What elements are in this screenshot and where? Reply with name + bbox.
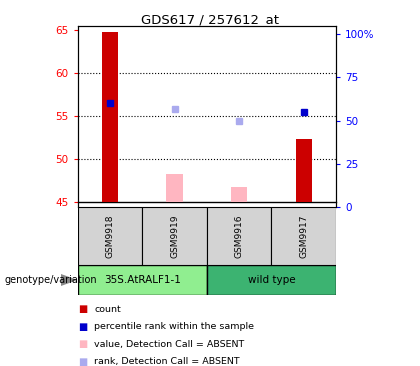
Text: GSM9916: GSM9916 <box>235 214 244 258</box>
Text: ■: ■ <box>78 357 87 366</box>
Bar <box>102 32 118 202</box>
Bar <box>166 174 183 202</box>
Text: GDS617 / 257612_at: GDS617 / 257612_at <box>141 13 279 26</box>
Bar <box>78 265 207 295</box>
Text: count: count <box>94 305 121 314</box>
Text: genotype/variation: genotype/variation <box>4 275 97 285</box>
Text: value, Detection Call = ABSENT: value, Detection Call = ABSENT <box>94 340 245 349</box>
Text: GSM9919: GSM9919 <box>170 214 179 258</box>
Bar <box>207 265 336 295</box>
Bar <box>296 139 312 202</box>
Bar <box>207 207 271 265</box>
Text: rank, Detection Call = ABSENT: rank, Detection Call = ABSENT <box>94 358 240 366</box>
Text: 35S.AtRALF1-1: 35S.AtRALF1-1 <box>104 275 181 285</box>
Text: GSM9918: GSM9918 <box>105 214 115 258</box>
Bar <box>271 207 336 265</box>
Bar <box>142 207 207 265</box>
Polygon shape <box>61 275 76 285</box>
Text: wild type: wild type <box>248 275 295 285</box>
Text: ■: ■ <box>78 322 87 332</box>
Text: ■: ■ <box>78 339 87 350</box>
Text: GSM9917: GSM9917 <box>299 214 308 258</box>
Bar <box>78 207 142 265</box>
Text: percentile rank within the sample: percentile rank within the sample <box>94 322 255 331</box>
Text: ■: ■ <box>78 304 87 314</box>
Bar <box>231 187 247 202</box>
